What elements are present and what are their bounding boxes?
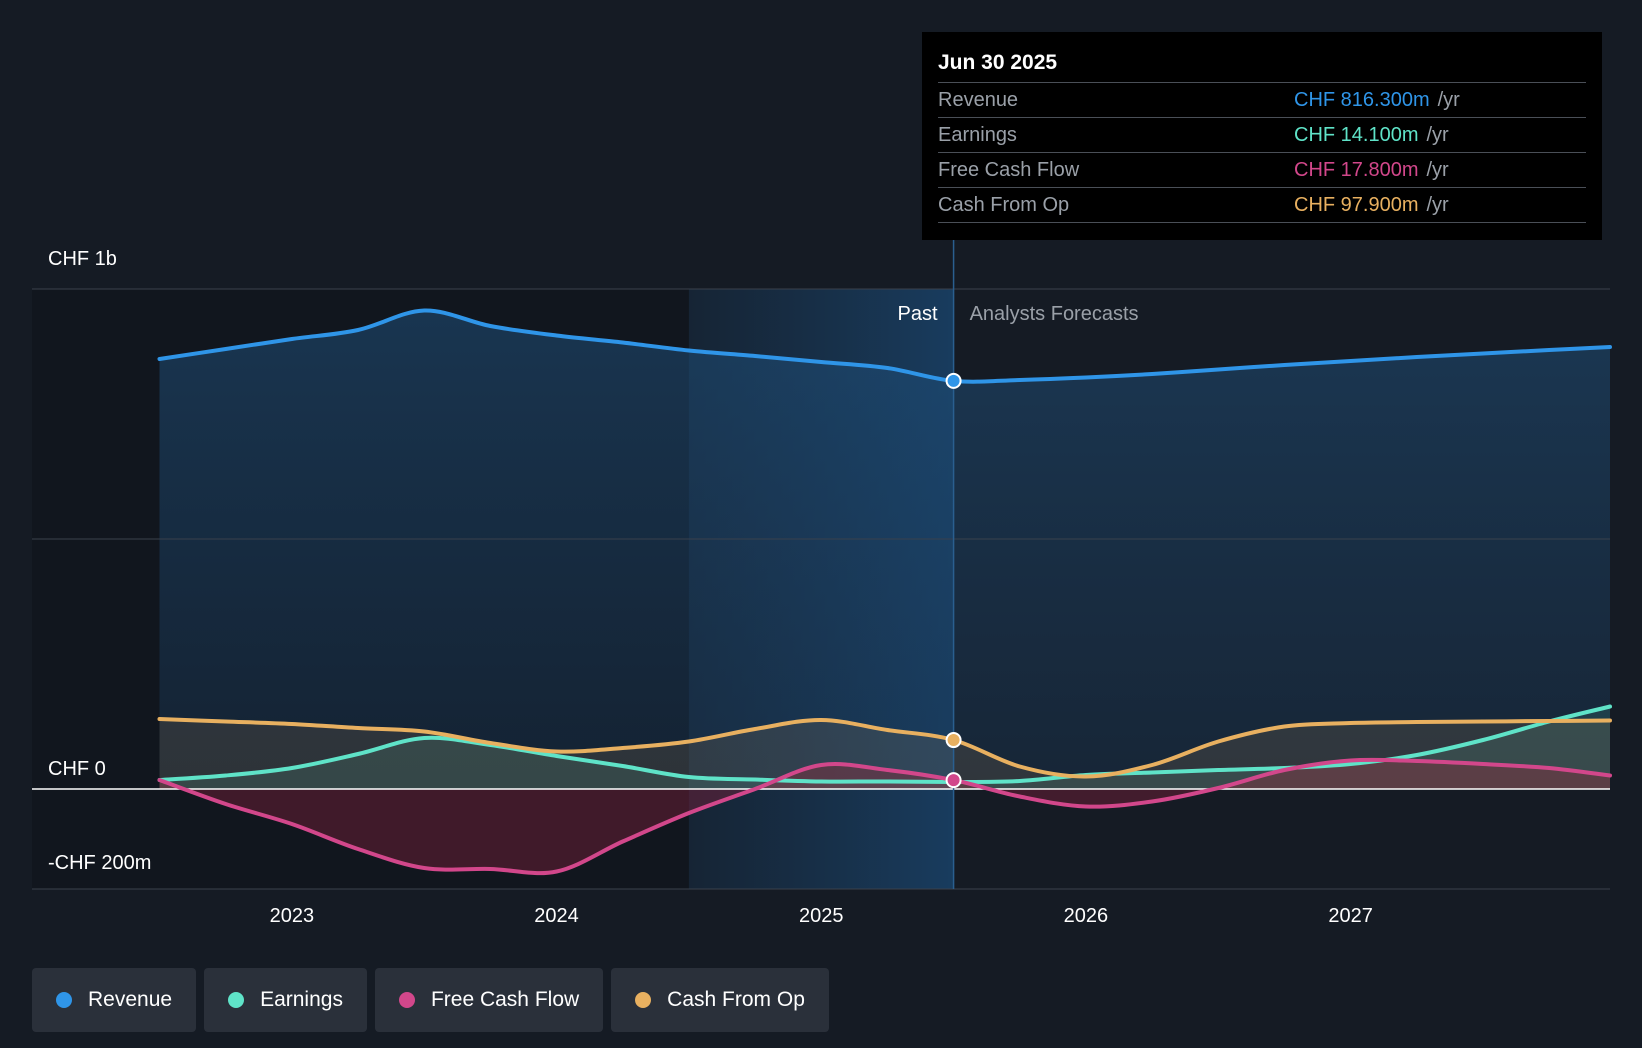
tooltip: Jun 30 2025 Revenue CHF 816.300m /yr Ear…: [922, 32, 1602, 240]
tooltip-value: CHF 816.300m: [1294, 88, 1430, 111]
tooltip-row-earnings: Earnings CHF 14.100m /yr: [938, 117, 1586, 152]
legend-item-free-cash-flow[interactable]: Free Cash Flow: [374, 968, 604, 1032]
marker-cash-from-op: [945, 732, 962, 749]
area-revenue: [159, 310, 1610, 789]
tooltip-row-revenue: Revenue CHF 816.300m /yr: [938, 82, 1586, 117]
legend-label: Cash From Op: [667, 988, 805, 1011]
tooltip-unit: /yr: [1437, 88, 1460, 111]
marker-free-cash-flow: [945, 772, 962, 789]
x-tick-label: 2024: [534, 905, 579, 927]
tooltip-label: Revenue: [938, 88, 1019, 111]
y-tick-label: CHF 0: [48, 758, 106, 780]
y-tick-label: CHF 1b: [48, 248, 117, 270]
legend-dot-icon: [56, 992, 72, 1008]
series-line-earnings: [157, 704, 1612, 785]
legend-dot-icon: [635, 992, 652, 1008]
x-tick-label: 2023: [270, 905, 315, 927]
legend-label: Free Cash Flow: [430, 988, 580, 1011]
chart: CHF 1b CHF 0 -CHF 200m 2023 2024 2025 2026 2027…: [32, 240, 1612, 927]
legend-dot-icon: [398, 992, 415, 1008]
tooltip-label: Free Cash Flow: [938, 158, 1080, 181]
tooltip-label: Cash From Op: [938, 193, 1070, 216]
forecast-label: Analysts Forecasts: [970, 303, 1139, 325]
y-tick-label: -CHF 200m: [48, 852, 151, 874]
legend-dot-icon: [228, 992, 245, 1008]
x-tick-label: 2027: [1328, 905, 1373, 927]
area-earnings: [159, 706, 1610, 789]
legend-item-revenue[interactable]: Revenue: [32, 968, 197, 1032]
past-label: Past: [898, 303, 938, 325]
tooltip-value: CHF 17.800m: [1294, 158, 1419, 181]
tooltip-unit: /yr: [1426, 158, 1449, 181]
tooltip-label: Earnings: [938, 123, 1017, 146]
series-line-cash-from-op: [157, 717, 1612, 779]
area-free-cash-flow: [159, 759, 1610, 874]
series-line-free-cash-flow: [157, 757, 1612, 876]
tooltip-value: CHF 97.900m: [1294, 193, 1419, 216]
tooltip-unit: /yr: [1426, 123, 1449, 146]
marker-revenue: [945, 372, 962, 389]
tooltip-value: CHF 14.100m: [1294, 123, 1419, 146]
tooltip-date: Jun 30 2025: [938, 51, 1058, 74]
x-tick-label: 2026: [1064, 905, 1109, 927]
x-tick-label: 2025: [799, 905, 844, 927]
legend-item-earnings[interactable]: Earnings: [204, 968, 367, 1032]
tooltip-row-free-cash-flow: Free Cash Flow CHF 17.800m /yr: [938, 152, 1586, 187]
legend: Revenue Earnings Free Cash Flow Cash Fro…: [32, 968, 829, 1032]
area-cash-from-op: [159, 719, 1610, 789]
legend-item-cash-from-op[interactable]: Cash From Op: [611, 968, 829, 1032]
legend-label: Revenue: [88, 988, 173, 1011]
tooltip-row-cash-from-op: Cash From Op CHF 97.900m /yr: [938, 187, 1586, 223]
series-line-revenue: [157, 308, 1612, 384]
legend-label: Earnings: [260, 988, 343, 1011]
tooltip-unit: /yr: [1426, 193, 1449, 216]
